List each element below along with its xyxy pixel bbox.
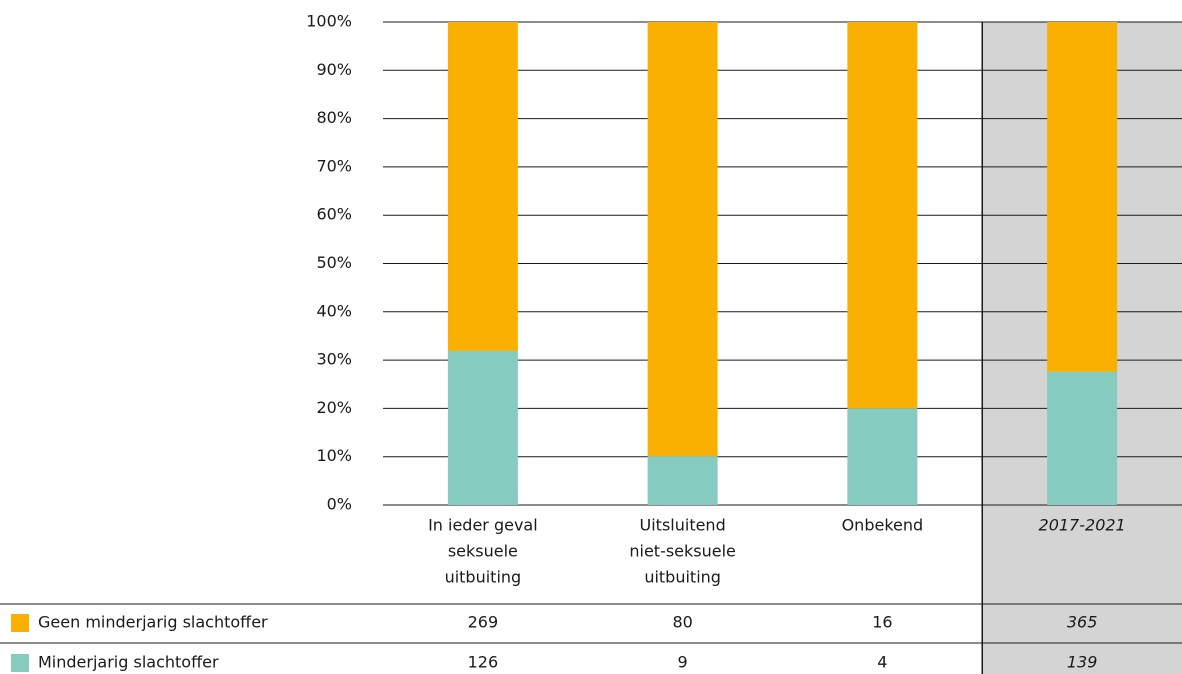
x-tick-label: uitbuiting	[644, 568, 721, 587]
x-tick-label: In ieder geval	[428, 516, 538, 535]
bar-segment	[447, 350, 518, 505]
y-tick-label: 20%	[316, 398, 352, 417]
y-tick-label: 60%	[316, 205, 352, 224]
y-tick-label: 50%	[316, 253, 352, 272]
x-tick-label: niet-seksuele	[629, 542, 736, 561]
bar-segment	[847, 408, 918, 505]
table-cell: 9	[678, 653, 688, 672]
x-tick-label: seksuele	[448, 542, 518, 561]
table-cell: 16	[872, 613, 892, 632]
legend-swatch	[11, 614, 29, 632]
legend-label: Minderjarig slachtoffer	[38, 653, 219, 672]
table-cell: 80	[672, 613, 692, 632]
legend-label: Geen minderjarig slachtoffer	[38, 613, 268, 632]
x-tick-label: Onbekend	[842, 516, 924, 535]
legend-swatch	[11, 654, 29, 672]
bar-segment	[1047, 22, 1118, 372]
table-cell: 269	[468, 613, 499, 632]
y-tick-label: 100%	[306, 12, 352, 31]
table-cell: 365	[1067, 613, 1098, 632]
x-tick-label: Uitsluitend	[640, 516, 726, 535]
y-tick-label: 30%	[316, 350, 352, 369]
bar-segment	[647, 22, 718, 457]
table-cell: 4	[877, 653, 887, 672]
y-tick-label: 40%	[316, 301, 352, 320]
x-tick-label: uitbuiting	[445, 568, 522, 587]
bar-segment	[647, 456, 718, 505]
bar-segment	[1047, 371, 1118, 505]
y-tick-label: 10%	[316, 446, 352, 465]
table-cell: 126	[468, 653, 499, 672]
bar-segment	[847, 22, 918, 409]
y-tick-label: 90%	[316, 60, 352, 79]
table-cell: 139	[1067, 653, 1098, 672]
x-tick-label: 2017-2021	[1039, 516, 1126, 535]
bar-segment	[447, 22, 518, 351]
y-tick-label: 70%	[316, 156, 352, 175]
y-tick-label: 80%	[316, 108, 352, 127]
y-tick-label: 0%	[327, 495, 352, 514]
